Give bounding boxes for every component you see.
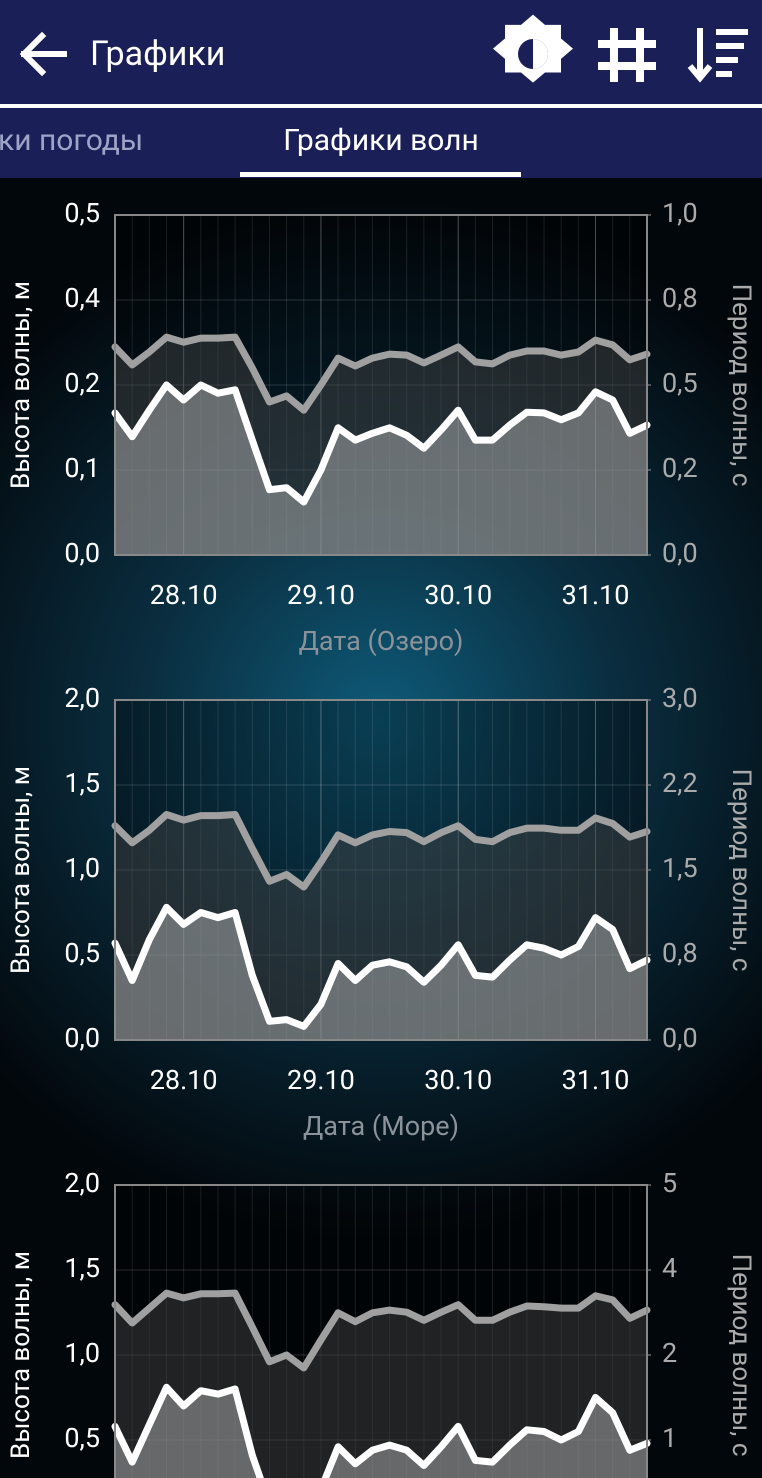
y-tick-label: 0,5 [64,1422,100,1454]
y2-tick-label: 2,2 [662,767,698,799]
tab[interactable]: ки погоды [0,123,143,158]
y-axis-label: Высота волны, м [6,766,36,974]
area [115,907,647,1040]
sort-button[interactable] [687,28,748,83]
y-tick-label: 0,0 [64,537,100,569]
area [115,385,647,555]
area [115,1387,647,1478]
y-tick-label: 1,0 [64,852,100,884]
line [111,1383,651,1478]
y2-tick-label: 5 [662,1167,677,1199]
y-tick-label: 2,0 [64,1167,100,1199]
plot-frame [114,699,648,1041]
y2-tick-label: 1,5 [662,852,698,884]
y2-tick-label: 2 [662,1337,677,1369]
y-tick-label: 1,0 [64,1337,100,1369]
x-tick-label: 30.10 [424,579,492,611]
x-tick-label: 31.10 [562,1064,630,1096]
y-tick-label: 0,5 [64,197,100,229]
line [111,333,651,414]
y2-tick-label: 0,5 [662,367,698,399]
tab-indicator [240,172,521,177]
brightness-button[interactable] [493,14,573,83]
y-axis-label: Высота волны, м [6,281,36,489]
title: Графики [90,34,225,74]
plot-area [115,700,647,1040]
x-tick-label: 31.10 [562,579,630,611]
x-tick-label: 30.10 [424,1064,492,1096]
y2-tick-label: 1 [662,1422,677,1454]
plot-area [115,1185,647,1478]
area [115,337,647,555]
x-axis-label: Дата (Озеро) [299,625,464,657]
line [111,811,651,891]
y-tick-label: 0,1 [64,452,100,484]
y2-axis-label: Период волны, с [726,284,756,487]
y2-tick-label: 3,0 [662,682,698,714]
y-tick-label: 2,0 [64,682,100,714]
x-axis-label: Дата (Море) [303,1110,459,1142]
line [111,903,651,1030]
y-tick-label: 0,2 [64,367,100,399]
tab-selected[interactable]: Графики волн [283,123,479,158]
y2-axis-label: Период волны, с [726,769,756,972]
y2-axis-label: Период волны, с [726,1254,756,1457]
y2-tick-label: 0,8 [662,937,698,969]
y2-tick-label: 0,0 [662,537,698,569]
grid-button[interactable] [598,28,656,82]
x-tick-label: 29.10 [287,1064,355,1096]
plot-frame [114,1184,648,1478]
y-tick-label: 0,4 [64,282,100,314]
x-tick-label: 29.10 [287,579,355,611]
area [115,814,647,1040]
y-tick-label: 0,0 [64,1022,100,1054]
y-tick-label: 1,5 [64,767,100,799]
x-tick-label: 28.10 [150,579,218,611]
y2-tick-label: 0,8 [662,282,698,314]
app-bar [0,0,762,178]
back-button[interactable] [19,31,67,77]
line [111,381,651,506]
x-tick-label: 28.10 [150,1064,218,1096]
y2-tick-label: 4 [662,1252,677,1284]
plot-frame [114,214,648,556]
charts: 28.10 29.10 30.10 31.10 0,5 0,4 0,2 0,1 0,0 1,0 0,… [6,197,756,1478]
y-tick-label: 1,5 [64,1252,100,1284]
y2-tick-label: 0,2 [662,452,698,484]
y2-tick-label: 0,0 [662,1022,698,1054]
y-axis-label: Высота волны, м [6,1251,36,1459]
divider [0,104,762,108]
y2-tick-label: 1,0 [662,197,698,229]
y-tick-label: 0,5 [64,937,100,969]
line [111,1289,651,1372]
